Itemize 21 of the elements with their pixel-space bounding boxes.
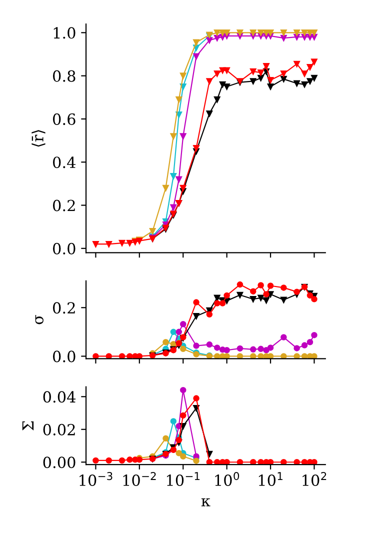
y-tick-label: 0.6: [53, 113, 76, 125]
y-tick-label: 0.4: [53, 156, 76, 168]
x-tick-label: 10$^{−3}$: [80, 472, 112, 486]
y-tick-label: 0.04: [43, 391, 76, 403]
x-tick-label: 10$^{2}$: [302, 472, 326, 486]
y-tick-label: 0.8: [53, 70, 76, 82]
y-axis-title: σ: [35, 315, 44, 324]
y-tick-label: 0.2: [53, 200, 75, 212]
y-tick-label: 0.0: [53, 350, 76, 362]
x-tick-label: 10$^{1}$: [258, 472, 282, 486]
y-axis-title: ⟨r̄⟩: [32, 130, 46, 147]
x-tick-label: 10$^{−1}$: [167, 472, 200, 486]
x-axis-title: κ: [201, 498, 210, 506]
x-tick-label: 10$^{−2}$: [123, 472, 156, 486]
y-tick-label: 0.0: [53, 242, 76, 254]
y-tick-label: 0.2: [53, 302, 75, 314]
y-tick-label: 1.0: [54, 27, 76, 39]
y-tick-label: 0.02: [43, 424, 75, 436]
y-tick-label: 0.00: [43, 456, 76, 468]
y-axis-title: Σ: [22, 421, 34, 430]
x-tick-label: 10$^{0}$: [215, 472, 240, 486]
